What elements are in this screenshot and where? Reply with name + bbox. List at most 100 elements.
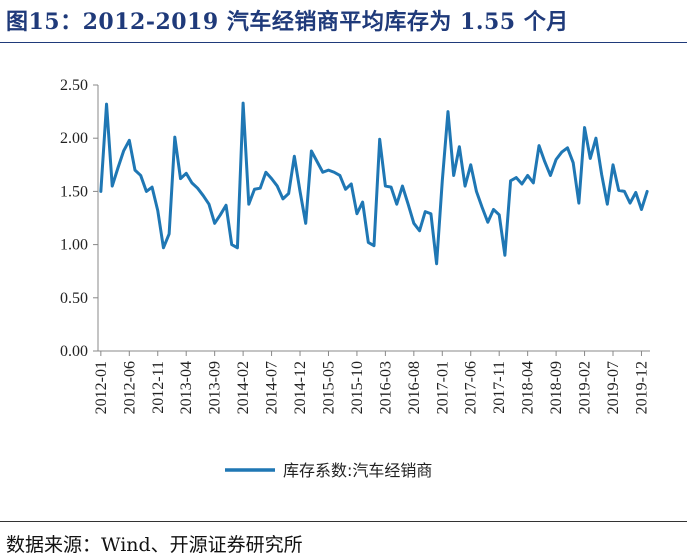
- data-point: [504, 254, 506, 256]
- data-point: [299, 190, 301, 192]
- y-tick-label: 1.00: [60, 237, 88, 254]
- data-point: [589, 157, 591, 159]
- data-point: [544, 160, 546, 162]
- data-point: [407, 203, 409, 205]
- data-point: [430, 213, 432, 215]
- data-point: [424, 210, 426, 212]
- series-line: [99, 101, 649, 266]
- data-point: [464, 185, 466, 187]
- title-divider: [0, 42, 687, 43]
- data-point: [515, 176, 517, 178]
- data-point: [105, 103, 107, 105]
- data-point: [128, 139, 130, 141]
- data-point: [481, 206, 483, 208]
- data-point: [282, 198, 284, 200]
- data-point: [242, 102, 244, 104]
- data-point: [475, 190, 477, 192]
- data-point: [452, 174, 454, 176]
- x-tick-label: 2014-02: [235, 361, 252, 414]
- data-point: [396, 203, 398, 205]
- data-point: [561, 151, 563, 153]
- data-point: [259, 187, 261, 189]
- x-tick-label: 2018-09: [548, 361, 565, 414]
- data-point: [600, 173, 602, 175]
- footer-divider: [0, 521, 687, 522]
- data-point: [213, 222, 215, 224]
- y-tick-label: 1.50: [60, 183, 88, 200]
- y-tick-label: 0.50: [60, 290, 88, 307]
- x-tick-label: 2016-03: [377, 361, 394, 414]
- data-point: [521, 183, 523, 185]
- data-point: [390, 186, 392, 188]
- x-tick-label: 2012-11: [150, 361, 167, 414]
- data-point: [350, 183, 352, 185]
- data-point: [595, 137, 597, 139]
- data-point: [578, 202, 580, 204]
- x-tick-label: 2012-06: [121, 361, 138, 414]
- data-point: [327, 169, 329, 171]
- x-tick-label: 2013-04: [178, 361, 195, 414]
- data-point: [248, 203, 250, 205]
- x-tick-label: 2014-12: [292, 361, 309, 414]
- data-point: [458, 146, 460, 148]
- data-point: [151, 186, 153, 188]
- data-point: [157, 209, 159, 211]
- data-point: [117, 167, 119, 169]
- data-point: [339, 174, 341, 176]
- data-point: [487, 221, 489, 223]
- data-point: [253, 188, 255, 190]
- data-point: [606, 203, 608, 205]
- data-point: [191, 182, 193, 184]
- data-point: [532, 182, 534, 184]
- data-point: [219, 214, 221, 216]
- data-point: [122, 150, 124, 152]
- data-point: [293, 155, 295, 157]
- data-point: [174, 136, 176, 138]
- x-tick-label: 2013-09: [207, 361, 224, 414]
- data-point: [276, 185, 278, 187]
- data-point: [265, 171, 267, 173]
- data-point: [168, 233, 170, 235]
- data-point: [287, 192, 289, 194]
- data-point: [435, 263, 437, 265]
- data-point: [111, 185, 113, 187]
- data-point: [316, 160, 318, 162]
- y-tick-label: 0.00: [60, 343, 88, 360]
- data-point: [361, 201, 363, 203]
- data-point: [270, 177, 272, 179]
- data-point: [208, 203, 210, 205]
- data-point: [549, 174, 551, 176]
- y-tick-label: 2.50: [60, 77, 88, 94]
- data-point: [384, 185, 386, 187]
- data-point: [367, 241, 369, 243]
- data-point: [356, 213, 358, 215]
- x-tick-label: 2019-02: [577, 361, 594, 414]
- data-point: [572, 161, 574, 163]
- data-point: [344, 188, 346, 190]
- data-point: [236, 247, 238, 249]
- data-point: [310, 150, 312, 152]
- data-point: [225, 204, 227, 206]
- data-point: [418, 230, 420, 232]
- data-point: [373, 244, 375, 246]
- data-point: [618, 189, 620, 191]
- data-point: [629, 202, 631, 204]
- data-point: [538, 144, 540, 146]
- data-point: [231, 243, 233, 245]
- data-point: [498, 214, 500, 216]
- x-tick-label: 2015-05: [320, 361, 337, 414]
- data-point: [635, 191, 637, 193]
- data-point: [441, 180, 443, 182]
- data-point: [509, 180, 511, 182]
- data-point: [179, 177, 181, 179]
- data-point: [333, 171, 335, 173]
- x-tick-label: 2019-12: [633, 361, 650, 414]
- data-point: [470, 164, 472, 166]
- line-chart: 0.00 0.50 1.00 1.50 2.00 2.50 2012-01 2012-06 20…: [60, 77, 650, 480]
- data-point: [526, 174, 528, 176]
- data-point: [162, 247, 164, 249]
- data-point: [646, 190, 648, 192]
- x-tick-label: 2017-01: [434, 361, 451, 414]
- data-point: [185, 172, 187, 174]
- source-note: 数据来源：Wind、开源证券研究所: [6, 534, 303, 556]
